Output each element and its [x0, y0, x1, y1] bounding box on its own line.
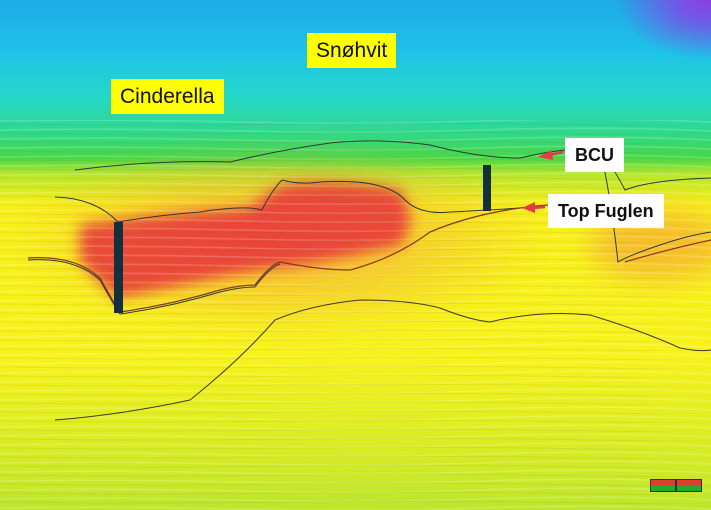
horizon-upper-line: [74, 140, 566, 171]
top-fuglen-arrow-icon: [522, 202, 546, 213]
scale-bar-segment-left: [650, 479, 676, 492]
purple-corner-zone: [520, 0, 711, 120]
snohvit-label: Snøhvit: [307, 33, 397, 68]
well-marker-snohvit: [483, 165, 491, 211]
bcu-label: BCU: [565, 138, 624, 172]
top-fuglen-horizon-line: [27, 204, 549, 313]
bcu-arrow-icon: [538, 150, 564, 160]
top-fuglen-label: Top Fuglen: [548, 194, 664, 228]
deep-horizon-line: [54, 299, 711, 421]
scale-bar-icon: [650, 479, 702, 492]
horizon-right-lower: [624, 239, 711, 263]
well-marker-cinderella: [114, 222, 123, 313]
horizon-lower-duplicate: [27, 259, 281, 315]
scale-bar-segment-right: [676, 479, 702, 492]
cinderella-label: Cinderella: [111, 79, 224, 114]
seismic-reflector-texture: [0, 120, 711, 510]
horizon-right-fault: [599, 149, 711, 263]
